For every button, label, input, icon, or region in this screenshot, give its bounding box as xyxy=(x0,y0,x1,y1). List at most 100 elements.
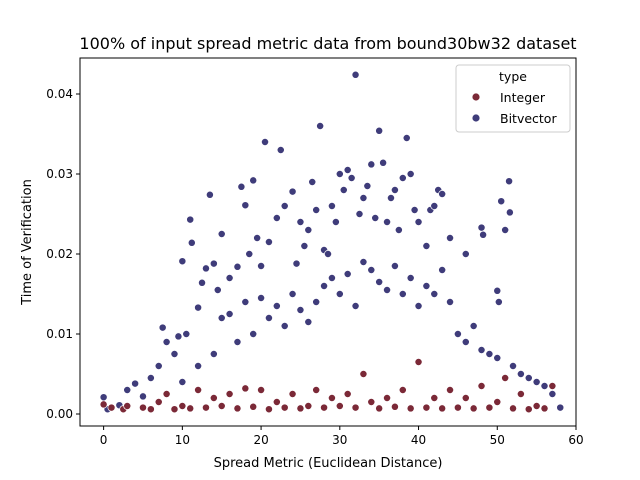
point-bitvector xyxy=(438,266,447,274)
point-bitvector xyxy=(123,386,132,394)
legend-title: type xyxy=(499,69,527,84)
point-bitvector xyxy=(280,322,289,330)
point-bitvector xyxy=(162,338,171,346)
y-tick-label: 0.04 xyxy=(46,87,73,101)
point-integer xyxy=(375,404,384,413)
point-bitvector xyxy=(320,282,329,290)
legend-marker-integer xyxy=(471,92,481,102)
point-bitvector xyxy=(257,294,266,302)
point-bitvector xyxy=(131,379,140,388)
y-axis: 0.00 0.01 0.02 0.03 0.04 xyxy=(46,87,80,421)
point-bitvector xyxy=(182,330,191,338)
point-bitvector xyxy=(217,314,226,322)
x-tick-label: 50 xyxy=(490,433,505,447)
point-bitvector xyxy=(280,202,289,210)
point-integer xyxy=(406,404,415,413)
point-bitvector xyxy=(249,176,258,185)
point-bitvector xyxy=(524,374,533,382)
point-bitvector xyxy=(494,298,503,306)
point-integer xyxy=(280,403,289,412)
point-bitvector xyxy=(430,202,439,210)
point-integer xyxy=(524,405,533,414)
legend: type Integer Bitvector xyxy=(455,64,571,133)
point-integer xyxy=(485,403,494,412)
point-bitvector xyxy=(375,126,384,135)
point-bitvector xyxy=(398,174,407,182)
point-bitvector xyxy=(509,362,517,370)
point-bitvector xyxy=(178,257,187,266)
point-integer xyxy=(422,403,431,412)
point-integer xyxy=(257,386,266,394)
point-integer xyxy=(304,402,313,410)
point-bitvector xyxy=(187,238,196,247)
point-bitvector xyxy=(245,250,254,258)
y-tick-label: 0.01 xyxy=(46,327,73,341)
point-bitvector xyxy=(308,178,317,186)
point-integer xyxy=(414,358,423,366)
point-bitvector xyxy=(398,290,407,298)
point-integer xyxy=(383,394,391,402)
point-integer xyxy=(516,390,525,398)
point-bitvector xyxy=(265,238,273,246)
point-bitvector xyxy=(383,286,391,294)
point-bitvector xyxy=(225,310,234,318)
point-bitvector xyxy=(327,274,336,282)
point-bitvector xyxy=(367,160,376,169)
point-bitvector xyxy=(343,270,352,278)
point-bitvector xyxy=(139,392,147,401)
point-bitvector xyxy=(276,146,285,154)
point-bitvector xyxy=(479,230,488,239)
point-bitvector xyxy=(241,298,250,306)
point-bitvector xyxy=(272,214,281,222)
point-integer xyxy=(343,390,352,398)
point-bitvector xyxy=(351,302,360,310)
point-integer xyxy=(154,398,163,406)
point-bitvector xyxy=(402,134,411,142)
point-bitvector xyxy=(383,218,391,226)
point-bitvector xyxy=(461,338,470,346)
point-bitvector xyxy=(406,274,415,282)
point-bitvector xyxy=(158,323,167,332)
point-integer xyxy=(123,402,132,410)
point-integer xyxy=(288,390,297,398)
point-integer xyxy=(233,404,242,413)
point-bitvector xyxy=(359,258,368,266)
point-integer xyxy=(194,386,203,394)
point-integer xyxy=(162,390,171,398)
point-bitvector xyxy=(556,403,565,412)
point-integer xyxy=(320,403,329,412)
point-integer xyxy=(241,384,250,393)
point-bitvector xyxy=(304,318,313,326)
point-bitvector xyxy=(233,338,242,346)
x-tick-label: 40 xyxy=(411,433,426,447)
point-bitvector xyxy=(241,201,250,210)
point-bitvector xyxy=(446,234,454,242)
point-bitvector xyxy=(331,218,340,226)
point-bitvector xyxy=(288,187,297,196)
point-integer xyxy=(217,402,226,410)
point-bitvector xyxy=(327,202,336,210)
point-integer xyxy=(186,404,195,413)
point-bitvector xyxy=(390,262,399,270)
point-bitvector xyxy=(225,274,234,282)
point-integer xyxy=(469,404,478,413)
point-bitvector xyxy=(351,70,360,79)
x-tick-label: 60 xyxy=(568,433,583,447)
point-integer xyxy=(99,400,108,409)
point-bitvector xyxy=(493,354,502,362)
point-bitvector xyxy=(233,262,242,271)
point-bitvector xyxy=(410,206,419,214)
point-bitvector xyxy=(146,374,155,382)
point-bitvector xyxy=(477,223,486,232)
point-bitvector xyxy=(438,190,447,198)
point-integer xyxy=(146,405,155,414)
point-bitvector xyxy=(406,170,415,178)
point-bitvector xyxy=(316,122,325,130)
x-tick-label: 10 xyxy=(175,433,190,447)
point-integer xyxy=(249,402,258,411)
point-bitvector xyxy=(493,286,502,295)
point-integer xyxy=(351,403,360,412)
point-bitvector xyxy=(292,259,301,268)
point-bitvector xyxy=(390,186,399,194)
point-bitvector xyxy=(194,362,203,370)
